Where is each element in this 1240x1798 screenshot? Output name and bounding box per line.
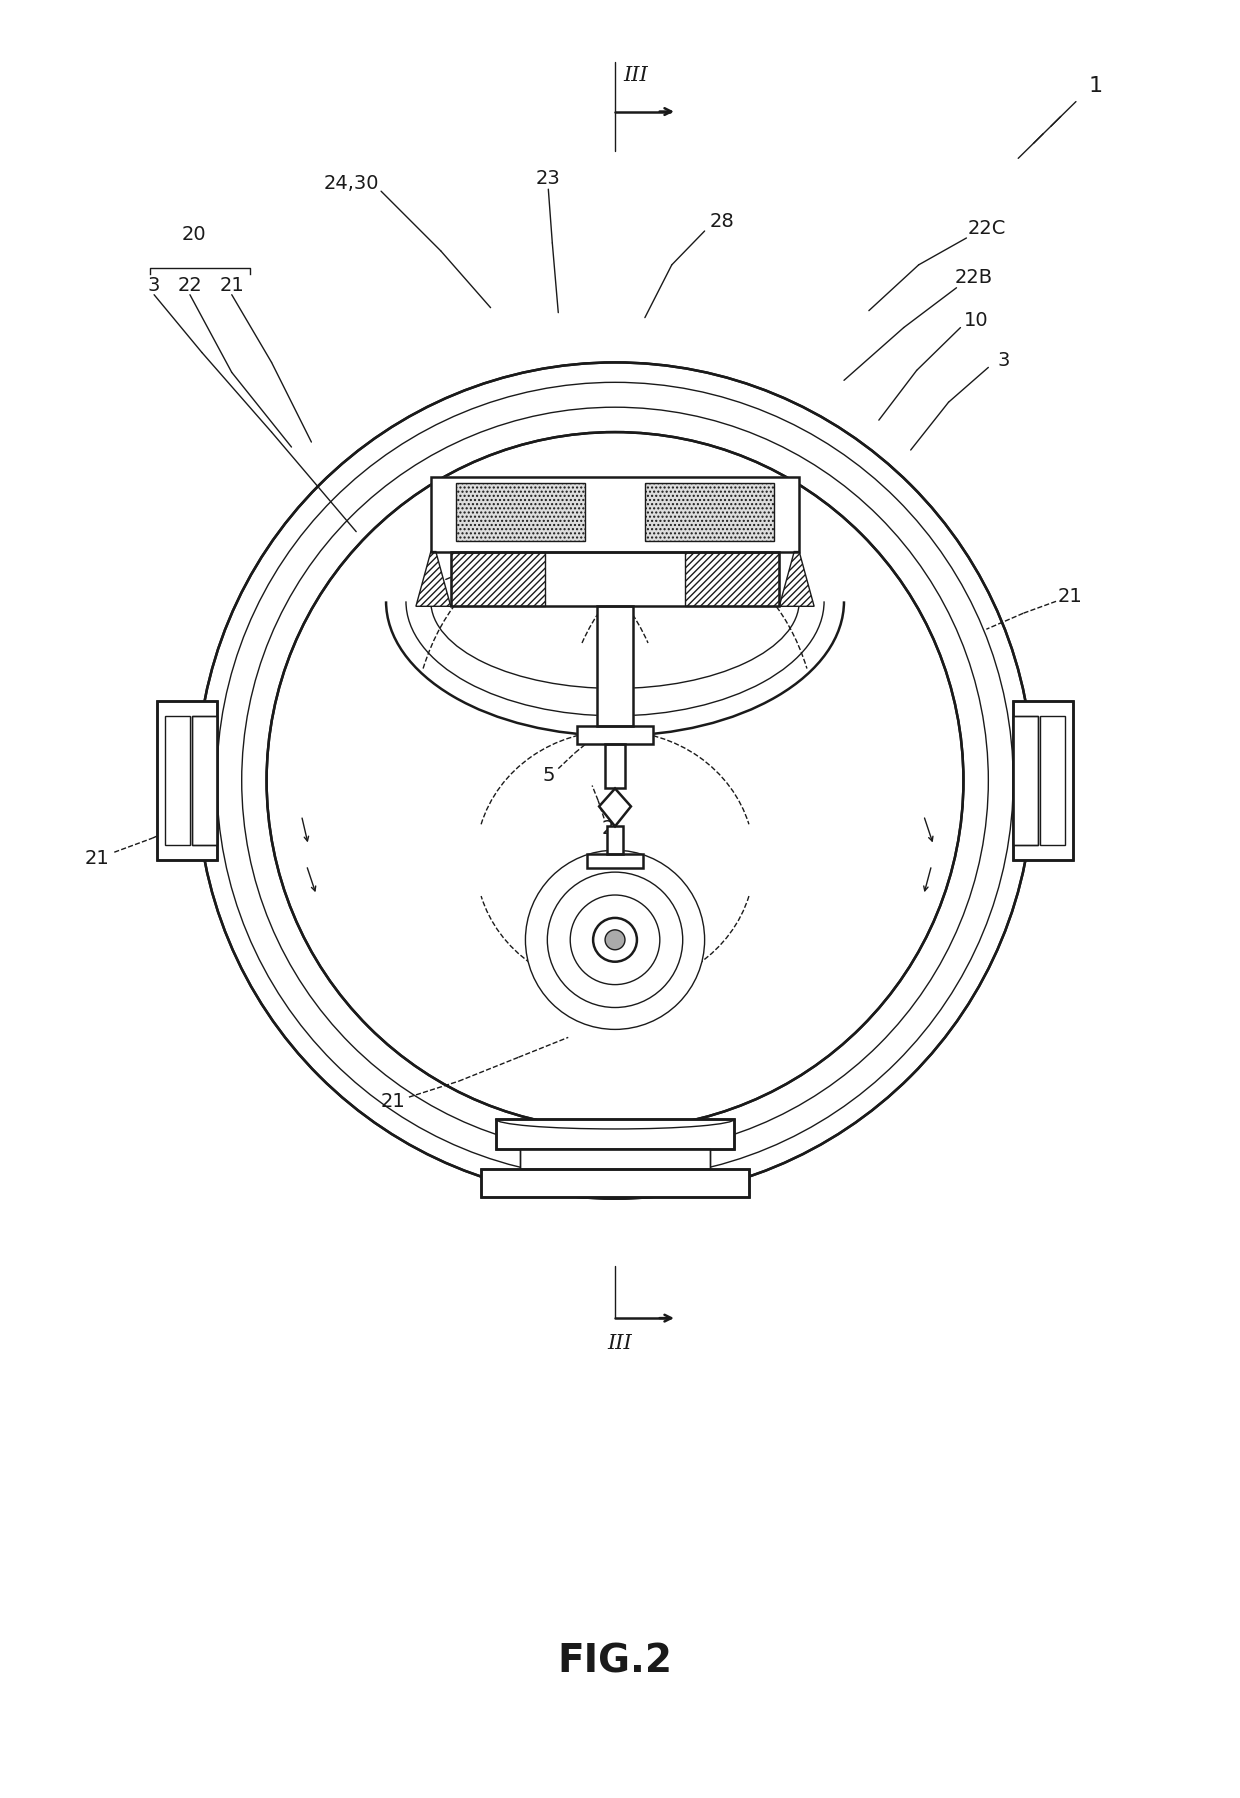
Bar [165,716,190,845]
Bar [598,606,632,726]
Text: 10: 10 [963,311,988,331]
Bar [605,744,625,789]
Text: 22B: 22B [955,268,992,288]
Text: 28: 28 [709,212,734,230]
Bar [496,1118,734,1149]
Bar [521,1149,709,1169]
Text: 21: 21 [86,849,109,868]
Text: 21: 21 [381,1091,405,1111]
Text: 3: 3 [997,351,1009,370]
Text: 2: 2 [601,818,614,838]
Bar [481,1169,749,1197]
Text: FIG.2: FIG.2 [558,1643,672,1681]
Text: III: III [622,67,647,85]
Bar [608,827,622,854]
Bar [598,606,632,726]
Polygon shape [684,552,779,606]
Bar [588,854,642,868]
Circle shape [526,850,704,1030]
Bar [496,1118,734,1149]
Bar [577,726,652,744]
Text: 24,30: 24,30 [324,174,379,192]
Text: 23: 23 [536,169,560,187]
Bar [1013,701,1073,859]
Bar [1013,701,1073,859]
Bar [430,476,800,552]
Text: 3: 3 [148,277,160,295]
Text: 4: 4 [427,572,439,592]
Bar [157,701,217,859]
Circle shape [593,919,637,962]
Bar [521,1149,709,1169]
Bar [588,854,642,868]
Polygon shape [779,552,815,606]
Bar [577,726,652,744]
Text: 1: 1 [1089,76,1102,95]
Circle shape [267,432,963,1129]
Text: 22C: 22C [967,219,1006,237]
Circle shape [605,930,625,949]
Text: 22: 22 [177,277,202,295]
Polygon shape [415,552,451,606]
Text: 21: 21 [219,277,244,295]
Bar [451,552,779,606]
Bar [1013,716,1038,845]
Bar [192,716,217,845]
Text: 20: 20 [181,225,206,245]
Circle shape [197,363,1033,1199]
Bar [1013,716,1038,845]
Bar [157,701,217,859]
Bar [1040,716,1065,845]
Text: III: III [608,1334,632,1354]
Bar [481,1169,749,1197]
Bar [645,484,774,541]
Bar [608,827,622,854]
Polygon shape [599,789,631,827]
Bar [605,744,625,789]
Bar [192,716,217,845]
Polygon shape [451,552,546,606]
Bar [456,484,585,541]
Bar [430,476,800,552]
Text: 21: 21 [1058,586,1083,606]
Text: 5: 5 [542,766,554,786]
Bar [451,552,779,606]
